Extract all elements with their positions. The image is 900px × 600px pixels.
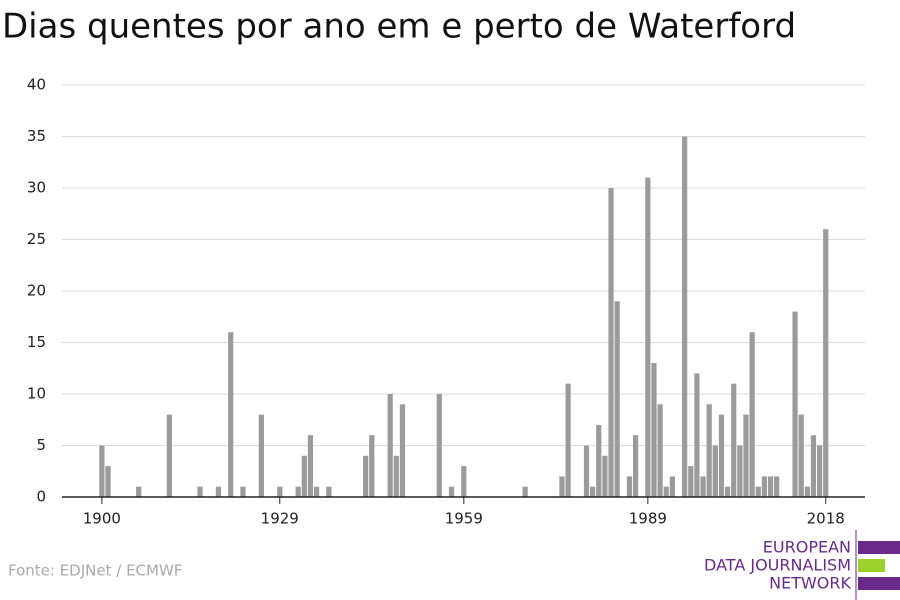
bar bbox=[448, 486, 455, 497]
bar bbox=[387, 394, 393, 497]
bar bbox=[307, 435, 314, 497]
y-tick-label: 15 bbox=[27, 333, 46, 351]
bar bbox=[767, 476, 774, 497]
bar bbox=[136, 486, 142, 497]
bar bbox=[602, 455, 608, 497]
bar bbox=[105, 466, 111, 497]
bar bbox=[718, 414, 725, 497]
logo: EUROPEAN DATA JOURNALISM NETWORK bbox=[704, 530, 900, 600]
y-tick-label: 30 bbox=[27, 179, 46, 197]
bar bbox=[755, 486, 761, 497]
bar bbox=[369, 435, 375, 497]
bar bbox=[596, 424, 602, 497]
bar bbox=[363, 455, 369, 497]
y-tick-label: 35 bbox=[27, 127, 46, 145]
y-tick-label: 40 bbox=[27, 76, 46, 94]
bar bbox=[240, 486, 246, 497]
bar bbox=[774, 476, 780, 497]
bar bbox=[258, 414, 264, 497]
bar bbox=[277, 486, 283, 497]
bar bbox=[731, 383, 737, 497]
bar bbox=[724, 486, 731, 497]
bar bbox=[810, 435, 817, 497]
bar bbox=[559, 476, 565, 497]
logo-text: NETWORK bbox=[769, 574, 851, 593]
logo-bar bbox=[858, 577, 900, 590]
bar bbox=[313, 486, 320, 497]
bar bbox=[743, 414, 749, 497]
bar bbox=[632, 435, 639, 497]
bar bbox=[461, 466, 467, 497]
bar bbox=[326, 486, 332, 497]
bar bbox=[737, 445, 743, 497]
bar bbox=[798, 414, 804, 497]
bar bbox=[228, 332, 234, 497]
bar bbox=[657, 404, 663, 497]
bar bbox=[823, 229, 829, 497]
bar bbox=[706, 404, 712, 497]
bar bbox=[792, 311, 798, 497]
bar bbox=[700, 476, 706, 497]
x-tick-label: 1929 bbox=[261, 510, 299, 528]
logo-bar bbox=[858, 559, 885, 572]
bar bbox=[301, 455, 307, 497]
bar bbox=[590, 486, 596, 497]
bar bbox=[197, 486, 203, 497]
bar bbox=[663, 486, 669, 497]
bar bbox=[682, 136, 688, 497]
bar bbox=[436, 394, 442, 497]
logo-text: EUROPEAN bbox=[763, 538, 851, 557]
bar bbox=[688, 466, 694, 497]
y-tick-label: 25 bbox=[27, 230, 46, 248]
bar bbox=[215, 486, 222, 497]
bar bbox=[99, 445, 105, 497]
bar bbox=[608, 188, 614, 497]
logo-bar bbox=[858, 541, 900, 554]
bar bbox=[626, 476, 633, 497]
bar bbox=[712, 445, 718, 497]
x-tick-label: 1959 bbox=[445, 510, 483, 528]
bar bbox=[614, 301, 620, 497]
bar bbox=[565, 383, 571, 497]
bar bbox=[522, 486, 528, 497]
bar bbox=[804, 486, 810, 497]
y-tick-label: 20 bbox=[27, 282, 46, 300]
y-tick-label: 0 bbox=[36, 488, 46, 506]
x-tick-label: 1900 bbox=[83, 510, 121, 528]
x-tick-label: 1989 bbox=[629, 510, 667, 528]
bar bbox=[399, 404, 406, 497]
bar bbox=[645, 177, 651, 497]
bar bbox=[669, 476, 675, 497]
bar bbox=[295, 486, 301, 497]
logo-text: DATA JOURNALISM bbox=[704, 556, 851, 575]
bar bbox=[583, 445, 590, 497]
y-tick-label: 10 bbox=[27, 385, 46, 403]
bar bbox=[393, 455, 399, 497]
x-tick-label: 2018 bbox=[807, 510, 845, 528]
bar bbox=[166, 414, 172, 497]
bar bbox=[761, 476, 768, 497]
source: Fonte: EDJNet / ECMWF bbox=[8, 562, 182, 580]
bar bbox=[651, 363, 657, 497]
bar bbox=[816, 445, 823, 497]
bar bbox=[694, 373, 700, 497]
bar bbox=[749, 332, 755, 497]
y-tick-label: 5 bbox=[36, 436, 46, 454]
chart-title: Dias quentes por ano em e perto de Water… bbox=[2, 7, 796, 47]
